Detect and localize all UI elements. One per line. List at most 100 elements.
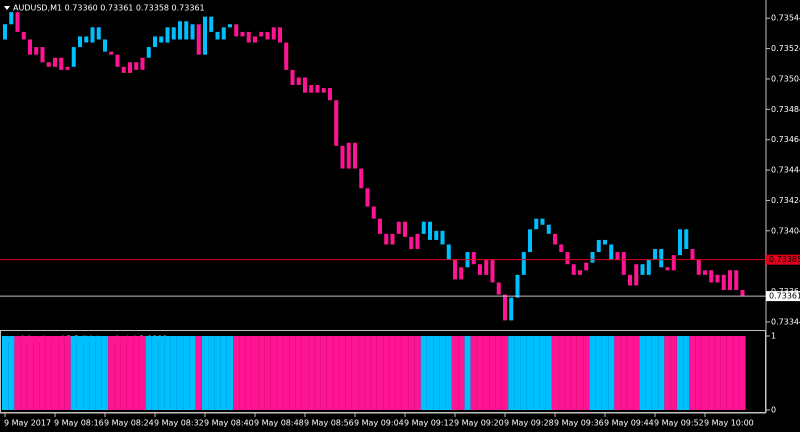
price-bar xyxy=(353,142,357,169)
price-bar xyxy=(503,294,507,321)
trend-bar xyxy=(170,336,177,410)
trend-bar xyxy=(664,336,671,410)
trend-bar xyxy=(158,336,165,410)
price-bar xyxy=(446,244,451,260)
trend-bar xyxy=(539,336,546,410)
price-bar xyxy=(315,85,320,93)
trend-bar xyxy=(601,336,609,410)
price-bar xyxy=(603,239,607,245)
price-bar xyxy=(346,142,351,169)
price-bar xyxy=(109,51,114,55)
price-bar xyxy=(59,57,64,70)
price-bar xyxy=(515,274,520,298)
y-tick-label: 0.73484 xyxy=(771,105,800,114)
trend-bar xyxy=(445,336,452,410)
trend-bar xyxy=(208,336,215,410)
trend-bar xyxy=(151,336,159,410)
price-bar xyxy=(371,206,376,219)
trend-bar xyxy=(239,336,246,410)
trend-bar xyxy=(139,336,146,410)
trend-bar xyxy=(589,336,596,410)
price-bar xyxy=(621,252,626,275)
trend-bar xyxy=(14,336,21,410)
trend-bar xyxy=(708,336,715,410)
price-bar xyxy=(278,27,282,43)
trend-bar xyxy=(1,336,9,410)
price-bar xyxy=(84,36,89,43)
trend-bar xyxy=(8,336,15,410)
price-bar xyxy=(615,252,620,260)
price-bar xyxy=(303,77,307,93)
trend-bar xyxy=(495,336,502,410)
trend-bar xyxy=(689,336,696,410)
y-tick-label: 0.73524 xyxy=(771,44,800,53)
trend-bar xyxy=(258,336,265,410)
price-bar xyxy=(690,249,695,260)
price-bar xyxy=(559,244,564,253)
trend-bar xyxy=(114,336,121,410)
trend-bar xyxy=(276,336,284,410)
price-bar xyxy=(165,27,170,43)
x-tick-label: 9 May 10:00 xyxy=(704,419,754,428)
price-bar xyxy=(65,66,70,70)
trend-bar xyxy=(426,336,434,410)
trend-bar xyxy=(545,336,552,410)
trend-bar xyxy=(64,336,71,410)
price-bar xyxy=(259,31,264,37)
trend-bar xyxy=(345,336,352,410)
trend-bar xyxy=(133,336,140,410)
price-bar xyxy=(696,259,701,275)
price-bar xyxy=(415,233,420,250)
trend-bar xyxy=(289,336,296,410)
symbol-header: AUDUSD,M1 0.73360 0.73361 0.73358 0.7336… xyxy=(13,4,205,13)
trend-bar xyxy=(726,336,734,410)
price-bar xyxy=(365,188,370,207)
trend-bar xyxy=(226,336,234,410)
price-bar xyxy=(234,24,239,37)
price-bar xyxy=(128,62,132,73)
trend-bar xyxy=(370,336,377,410)
price-bar xyxy=(71,47,76,67)
price-bar xyxy=(628,274,632,286)
trend-bar xyxy=(295,336,302,410)
x-tick-label: 9 May 09:36 xyxy=(554,419,604,428)
trend-bar xyxy=(283,336,290,410)
trend-bar xyxy=(83,336,90,410)
y-tick-label: 0.73404 xyxy=(771,226,800,235)
price-bar xyxy=(321,88,326,93)
price-bar xyxy=(146,47,151,58)
price-bar xyxy=(653,249,657,260)
trend-bar xyxy=(220,336,227,410)
price-bar xyxy=(640,264,645,275)
trend-bar xyxy=(383,336,390,410)
trend-bar xyxy=(620,336,627,410)
trend-bar xyxy=(583,336,590,410)
price-bar xyxy=(221,27,226,40)
trend-bar xyxy=(270,336,277,410)
price-bar xyxy=(459,267,464,280)
trend-bar xyxy=(20,336,27,410)
trend-bar xyxy=(89,336,96,410)
price-bar xyxy=(659,249,664,268)
price-bar xyxy=(634,264,639,286)
price-bar xyxy=(159,36,164,43)
trend-bar xyxy=(108,336,115,410)
trend-bar xyxy=(464,336,471,410)
trend-bar xyxy=(670,336,677,410)
price-bar xyxy=(46,62,51,67)
menu-arrow[interactable] xyxy=(4,6,10,10)
price-bar xyxy=(728,270,732,291)
price-bar xyxy=(53,57,57,67)
trend-bar xyxy=(376,336,384,410)
trend-bar xyxy=(639,336,646,410)
trend-bar xyxy=(576,336,584,410)
trend-bar xyxy=(683,336,690,410)
price-bar xyxy=(284,42,289,70)
price-bar xyxy=(590,252,595,263)
trend-bar xyxy=(470,336,477,410)
trend-bar xyxy=(451,336,459,410)
price-bar xyxy=(228,24,232,28)
price-bar xyxy=(671,255,676,271)
price-bar xyxy=(103,39,107,52)
trend-bar xyxy=(633,336,640,410)
